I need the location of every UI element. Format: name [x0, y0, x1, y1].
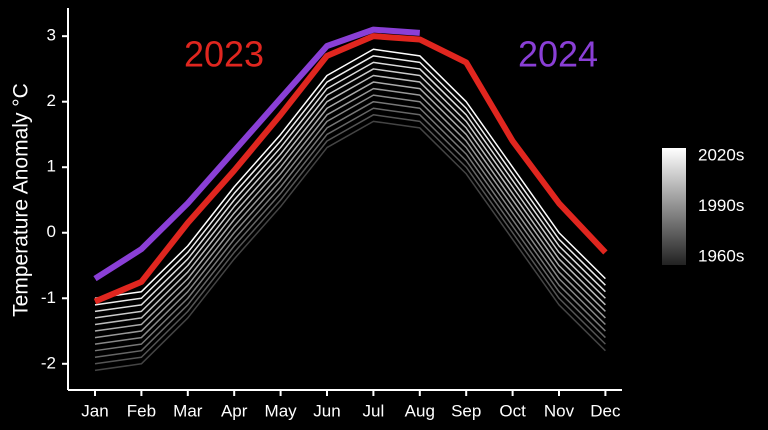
decade-line	[94, 55, 606, 306]
decade-line	[94, 107, 606, 358]
x-tick-label: Nov	[544, 401, 575, 420]
colorbar	[662, 148, 686, 265]
x-tick-label: Dec	[590, 401, 621, 420]
series-label: 2024	[518, 34, 598, 75]
y-tick-label: 0	[47, 222, 56, 241]
highlight-line	[93, 33, 608, 305]
x-tick-label: Feb	[127, 401, 156, 420]
y-tick-label: 1	[47, 157, 56, 176]
decade-line	[94, 114, 606, 365]
x-tick-label: Jul	[363, 401, 385, 420]
x-tick-label: Aug	[405, 401, 435, 420]
y-tick-label: -1	[41, 288, 56, 307]
y-tick-label: 3	[47, 26, 56, 45]
decade-line	[94, 68, 606, 319]
colorbar-label: 1990s	[698, 196, 744, 215]
x-tick-label: Apr	[221, 401, 248, 420]
decade-line	[94, 61, 606, 313]
y-axis-label: Temperature Anomaly °C	[10, 83, 33, 317]
y-tick-label: -2	[41, 353, 56, 372]
decade-line	[94, 48, 606, 300]
x-tick-label: May	[265, 401, 298, 420]
x-tick-label: Jan	[81, 401, 108, 420]
x-tick-label: Oct	[499, 401, 526, 420]
highlight-line	[93, 26, 421, 282]
decade-line	[94, 87, 606, 339]
decade-line	[94, 120, 606, 372]
series-label: 2023	[184, 34, 264, 75]
y-tick-label: 2	[47, 91, 56, 110]
decade-line	[94, 74, 606, 326]
decade-line	[94, 94, 606, 345]
x-tick-label: Mar	[173, 401, 203, 420]
x-tick-label: Jun	[313, 401, 340, 420]
colorbar-label: 1960s	[698, 246, 744, 265]
colorbar-label: 2020s	[698, 145, 744, 164]
decade-line	[94, 81, 606, 332]
decade-line	[94, 100, 606, 352]
x-tick-label: Sep	[451, 401, 481, 420]
